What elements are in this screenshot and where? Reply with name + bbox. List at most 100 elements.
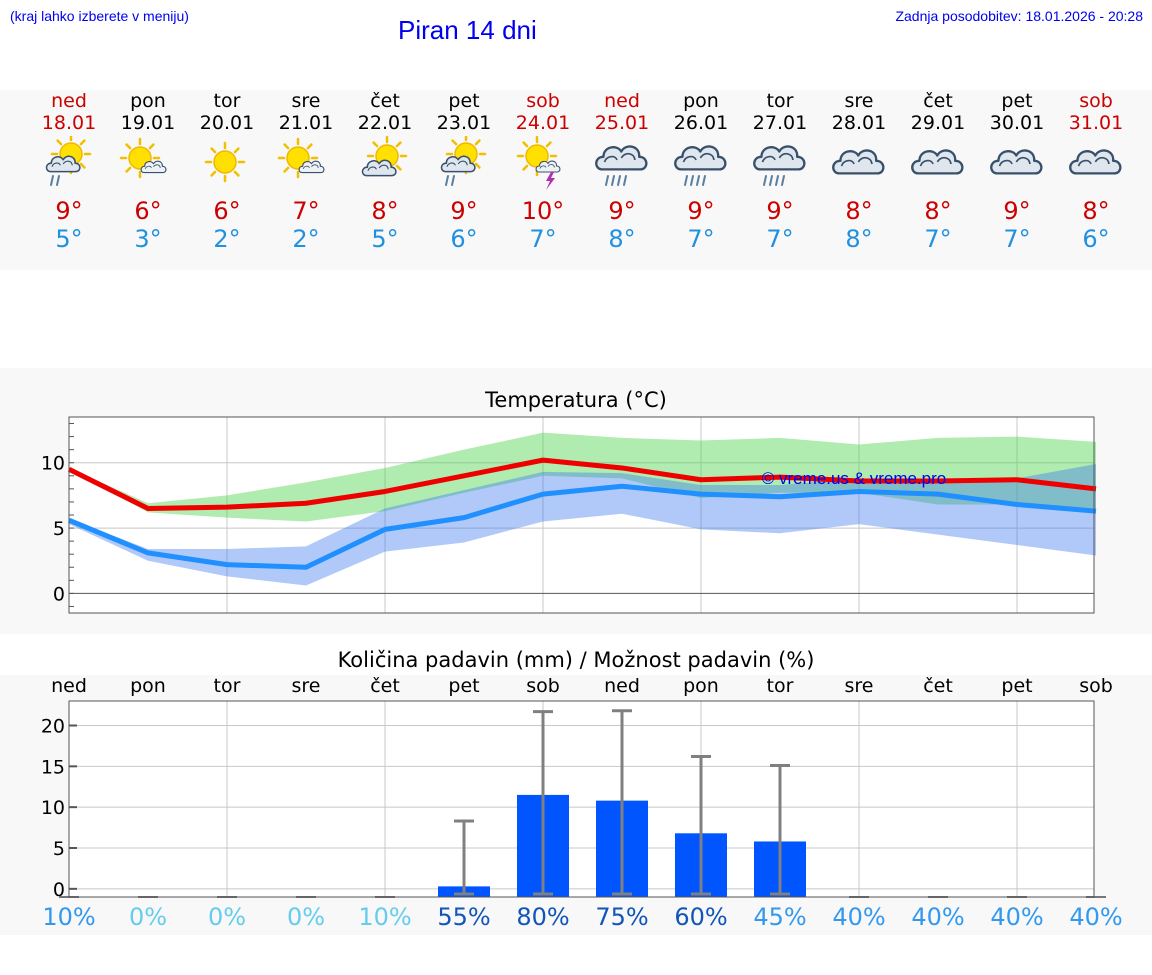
temp-max: 8° (1082, 197, 1110, 225)
y-tick-label: 10 (41, 453, 65, 475)
precip-day-label: sre (844, 675, 874, 697)
temp-max: 9° (450, 197, 478, 225)
cloud-shape (45, 155, 81, 173)
day-column: ned 25.01 9° 8° (582, 90, 662, 253)
temp-min: 7° (1003, 225, 1031, 253)
precipitation-probability: 10% (358, 903, 412, 931)
y-tick-label: 20 (41, 716, 65, 738)
lightning-bolt (546, 172, 555, 190)
day-date: 30.01 (989, 112, 1045, 134)
precip-day-label: pet (1001, 675, 1033, 697)
precip-day-label: tor (213, 675, 241, 697)
day-name: pon (130, 90, 166, 112)
day-date: 31.01 (1068, 112, 1124, 134)
day-column: sre 28.01 8° 8° (819, 90, 899, 253)
day-date: 20.01 (199, 112, 255, 134)
day-date: 25.01 (594, 112, 650, 134)
temperature-title: Temperatura (°C) (485, 388, 667, 412)
precipitation-probability: 40% (832, 903, 886, 931)
day-column: sre 21.01 7° 2° (266, 90, 346, 253)
y-tick-label: 5 (53, 838, 65, 860)
temp-max: 9° (608, 197, 636, 225)
y-tick-label: 0 (53, 879, 65, 901)
temp-max: 9° (766, 197, 794, 225)
day-column: tor 20.01 6° 2° (187, 90, 267, 253)
temp-min: 8° (608, 225, 636, 253)
temp-min: 7° (924, 225, 952, 253)
min-temperature-line (68, 483, 1097, 570)
day-name: pon (683, 90, 719, 112)
partly-sunny-rain-icon (440, 136, 487, 186)
day-date: 21.01 (278, 112, 334, 134)
plot-frame (68, 700, 1095, 898)
day-name: sob (1079, 90, 1113, 112)
raindrop (56, 175, 60, 186)
day-name: sob (526, 90, 560, 112)
forecast-band (0, 90, 1152, 270)
watermark: © vreme.us & vreme.pro (762, 469, 946, 488)
temp-max: 9° (1003, 197, 1031, 225)
day-column: sob 24.01 10° 7° (503, 90, 583, 253)
raindrop (50, 175, 54, 186)
cloud-shape (674, 145, 727, 171)
day-date: 18.01 (41, 112, 97, 134)
precip-day-label: ned (51, 675, 87, 697)
sun-icon (204, 141, 246, 183)
raindrop (781, 175, 785, 186)
raindrop (690, 175, 694, 186)
day-name: sre (844, 90, 874, 112)
cloud-shape (535, 160, 561, 173)
cloud-shape (911, 149, 964, 175)
location-hint[interactable]: (kraj lahko izberete v meniju) (10, 8, 189, 24)
precip-day-label: pon (130, 675, 166, 697)
precip-day-label: tor (766, 675, 794, 697)
cloud-rain-icon (595, 145, 648, 186)
temp-max: 9° (687, 197, 715, 225)
day-name: pet (1001, 90, 1033, 112)
day-column: čet 29.01 8° 7° (898, 90, 978, 253)
precip-day-label: čet (923, 675, 953, 697)
temp-min: 7° (529, 225, 557, 253)
precipitation-probability: 45% (753, 903, 807, 931)
cloud-shape (990, 149, 1043, 175)
day-name: ned (51, 90, 87, 112)
raindrop (696, 175, 700, 186)
precip-day-label: sob (1079, 675, 1113, 697)
cloud-icon (832, 149, 885, 175)
precipitation-probability: 10% (42, 903, 96, 931)
temp-min: 5° (55, 225, 83, 253)
temp-min: 2° (292, 225, 320, 253)
day-column: pon 26.01 9° 7° (661, 90, 741, 253)
day-date: 26.01 (673, 112, 729, 134)
day-date: 29.01 (910, 112, 966, 134)
day-date: 27.01 (752, 112, 808, 134)
cloud-shape (753, 145, 806, 171)
cloud-shape (361, 159, 397, 177)
temp-max: 8° (924, 197, 952, 225)
cloud-shape (832, 149, 885, 175)
temp-min: 7° (766, 225, 794, 253)
plot-frame (68, 416, 1095, 614)
day-date: 22.01 (357, 112, 413, 134)
precip-day-label: sob (526, 675, 560, 697)
sun-small-cloud-icon (119, 137, 167, 179)
temp-min: 8° (845, 225, 873, 253)
precip-day-label: pet (448, 675, 480, 697)
cloud-icon (990, 149, 1043, 175)
day-column: sob 31.01 8° 6° (1056, 90, 1136, 253)
day-column: tor 27.01 9° 7° (740, 90, 820, 253)
cloud-rain-icon (753, 145, 806, 186)
max-temperature-line (67, 457, 1097, 511)
cloud-icon (911, 149, 964, 175)
temp-max: 6° (134, 197, 162, 225)
day-column: pet 23.01 9° 6° (424, 90, 504, 253)
temp-min: 7° (687, 225, 715, 253)
day-date: 28.01 (831, 112, 887, 134)
y-tick-label: 0 (53, 583, 65, 605)
temp-max: 7° (292, 197, 320, 225)
y-tick-label: 10 (41, 797, 65, 819)
precip-day-label: ned (604, 675, 640, 697)
cloud-shape (140, 160, 167, 174)
raindrop (775, 175, 779, 186)
cloud-shape (298, 160, 325, 174)
